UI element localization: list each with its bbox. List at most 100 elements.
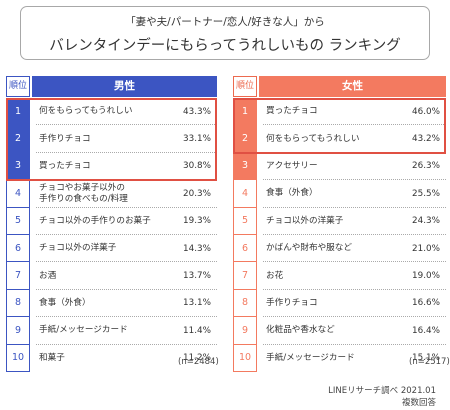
table-row: 9 化粧品や香水など 16.4% xyxy=(233,317,446,345)
row-divider xyxy=(263,261,446,263)
table-row: 7 お酒 13.7% xyxy=(6,262,217,290)
table-row: 10 和菓子 11.2% xyxy=(6,344,217,372)
row-divider xyxy=(36,343,217,345)
rank-number: 2 xyxy=(6,125,30,153)
item-label: チョコ以外の洋菓子 xyxy=(39,243,117,254)
row-divider xyxy=(263,179,446,181)
rank-number: 9 xyxy=(233,317,257,345)
item-label: お花 xyxy=(266,270,284,281)
item-label: 食事（外食） xyxy=(266,188,318,199)
percentage-value: 19.3% xyxy=(183,216,211,227)
female-column-header: 女性 xyxy=(259,76,446,97)
rank-number: 5 xyxy=(6,207,30,235)
percentage-value: 43.2% xyxy=(412,134,440,145)
item-label: 手紙/メッセージカード xyxy=(39,325,128,336)
rank-number: 3 xyxy=(233,152,257,181)
rank-number: 8 xyxy=(233,289,257,318)
table-row: 6 チョコ以外の洋菓子 14.3% xyxy=(6,235,217,263)
item-label: 手作りチョコ xyxy=(39,133,91,144)
rank-number: 5 xyxy=(233,207,257,235)
row-divider xyxy=(36,151,217,153)
percentage-value: 26.3% xyxy=(412,161,440,172)
table-row: 3 買ったチョコ 30.8% xyxy=(6,152,217,181)
row-divider xyxy=(263,233,446,235)
item-label: 化粧品や香水など xyxy=(266,325,335,336)
percentage-value: 43.3% xyxy=(183,106,211,117)
item-label: お酒 xyxy=(39,270,57,281)
table-row: 9 手紙/メッセージカード 11.4% xyxy=(6,317,217,345)
rank-number: 9 xyxy=(6,317,30,345)
item-label: 何をもらってもうれしい xyxy=(266,133,360,144)
rank-number: 7 xyxy=(6,262,30,290)
table-row: 8 手作りチョコ 16.6% xyxy=(233,289,446,318)
table-row: 2 手作りチョコ 33.1% xyxy=(6,125,217,153)
rank-column-header: 順位 xyxy=(233,76,257,97)
rank-number: 10 xyxy=(6,344,30,372)
percentage-value: 13.7% xyxy=(183,271,211,282)
percentage-value: 14.3% xyxy=(183,243,211,254)
table-row: 7 お花 19.0% xyxy=(233,262,446,290)
percentage-value: 15.1% xyxy=(412,353,440,364)
row-divider xyxy=(263,288,446,290)
item-label: かばんや財布や服など xyxy=(266,243,352,254)
rank-number: 2 xyxy=(233,125,257,153)
rank-number: 6 xyxy=(6,235,30,263)
rank-number: 4 xyxy=(6,180,30,208)
rank-number: 7 xyxy=(233,262,257,290)
rank-number: 1 xyxy=(6,98,30,126)
percentage-value: 16.6% xyxy=(412,298,440,309)
row-divider xyxy=(263,124,446,126)
male-column-header: 男性 xyxy=(32,76,217,97)
table-row: 4 チョコやお菓子以外の 手作りの食べもの/料理 20.3% xyxy=(6,180,217,208)
percentage-value: 11.2% xyxy=(183,353,211,364)
row-divider xyxy=(263,316,446,318)
rank-number: 3 xyxy=(6,152,30,181)
percentage-value: 30.8% xyxy=(183,161,211,172)
table-row: 5 チョコ以外の手作りのお菓子 19.3% xyxy=(6,207,217,235)
answer-type-note: 複数回答 xyxy=(401,398,436,408)
row-divider xyxy=(263,343,446,345)
table-row: 1 買ったチョコ 46.0% xyxy=(233,98,446,126)
table-row: 3 アクセサリー 26.3% xyxy=(233,152,446,181)
percentage-value: 19.0% xyxy=(412,271,440,282)
row-divider xyxy=(36,288,217,290)
rank-number: 6 xyxy=(233,235,257,263)
male-sample-size: (n=2484) xyxy=(178,357,219,367)
item-label: 食事（外食） xyxy=(39,297,91,308)
percentage-value: 25.5% xyxy=(412,188,440,199)
table-row: 1 何をもらってもうれしい 43.3% xyxy=(6,98,217,126)
row-divider xyxy=(36,261,217,263)
item-label: 買ったチョコ xyxy=(39,160,91,171)
rank-number: 1 xyxy=(233,98,257,126)
rank-number: 10 xyxy=(233,344,257,372)
item-label: 買ったチョコ xyxy=(266,106,318,117)
rank-column-header: 順位 xyxy=(6,76,30,97)
table-row: 10 手紙/メッセージカード 15.1% xyxy=(233,344,446,372)
percentage-value: 16.4% xyxy=(412,325,440,336)
percentage-value: 21.0% xyxy=(412,243,440,254)
table-row: 6 かばんや財布や服など 21.0% xyxy=(233,235,446,263)
percentage-value: 20.3% xyxy=(183,188,211,199)
table-row: 8 食事（外食） 13.1% xyxy=(6,289,217,318)
percentage-value: 33.1% xyxy=(183,134,211,145)
table-row: 2 何をもらってもうれしい 43.2% xyxy=(233,125,446,153)
rank-number: 8 xyxy=(6,289,30,318)
item-label: 手紙/メッセージカード xyxy=(266,352,355,363)
item-label: アクセサリー xyxy=(266,160,318,171)
chart-title: バレンタインデーにもらってうれしいもの ランキング xyxy=(49,38,401,54)
item-label: 何をもらってもうれしい xyxy=(39,106,133,117)
item-label: チョコやお菓子以外の 手作りの食べもの/料理 xyxy=(39,182,128,204)
source-note: LINEリサーチ調べ 2021.01 xyxy=(328,386,436,396)
rank-number: 4 xyxy=(233,180,257,208)
row-divider xyxy=(263,206,446,208)
percentage-value: 13.1% xyxy=(183,298,211,309)
chart-subtitle: 「妻や夫/パートナー/恋人/好きな人」から xyxy=(125,16,325,28)
percentage-value: 11.4% xyxy=(183,325,211,336)
row-divider xyxy=(36,233,217,235)
table-row: 5 チョコ以外の洋菓子 24.3% xyxy=(233,207,446,235)
row-divider xyxy=(36,124,217,126)
item-label: チョコ以外の手作りのお菓子 xyxy=(39,215,151,226)
item-label: 和菓子 xyxy=(39,352,65,363)
row-divider xyxy=(36,206,217,208)
row-divider xyxy=(36,316,217,318)
